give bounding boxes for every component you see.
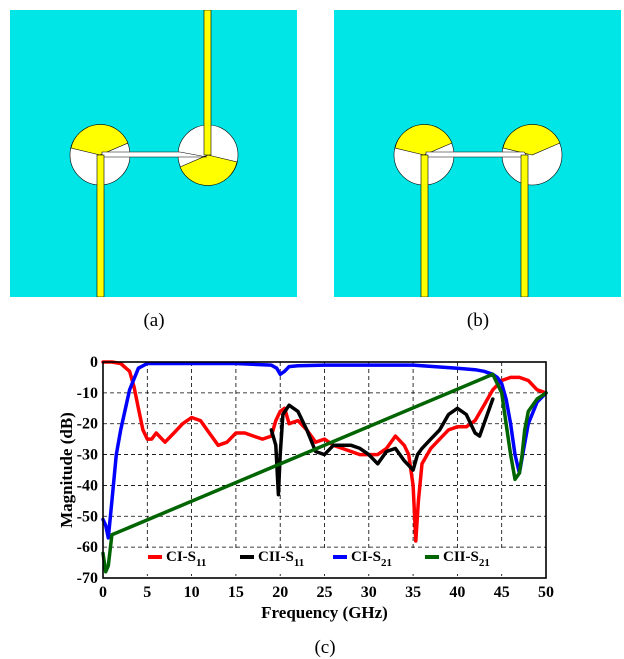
x-tick-label: 50: [538, 584, 554, 601]
caption-c: (c): [314, 637, 336, 658]
x-tick-label: 25: [317, 584, 333, 601]
series-line-3: [101, 372, 548, 574]
y-tick-label: -30: [77, 447, 98, 464]
radial-stub-left-a: [70, 124, 129, 156]
feed-line-top-a: [203, 10, 212, 156]
y-tick-label: -60: [77, 539, 98, 556]
y-axis-label: Magnitude (dB): [57, 412, 76, 528]
x-tick-label: 10: [184, 584, 200, 601]
x-tick-label: 30: [361, 584, 377, 601]
x-tick-label: 5: [143, 584, 151, 601]
y-tick-label: -40: [77, 477, 98, 494]
radial-stub-right-a: [179, 154, 238, 186]
feed-line-left-b: [420, 154, 429, 297]
x-tick-label: 35: [405, 584, 421, 601]
plot-frame: [102, 361, 547, 579]
caption-a: (a): [143, 310, 165, 331]
radial-stub-left-b: [394, 124, 453, 156]
x-tick-label: 15: [228, 584, 244, 601]
x-tick-label: 20: [272, 584, 288, 601]
series-line-1: [269, 397, 495, 497]
x-tick-label: 0: [99, 584, 107, 601]
series-line-2: [101, 361, 548, 540]
feed-line-bottom-a: [96, 154, 105, 297]
y-tick-label: -20: [77, 416, 98, 433]
caption-b: (b): [466, 310, 490, 331]
y-tick-label: -50: [77, 508, 98, 525]
legend-box: [143, 548, 503, 574]
antenna-panel-b: [334, 10, 621, 297]
x-tick-label: 40: [449, 584, 465, 601]
series-line-0: [101, 360, 548, 543]
y-tick-label: -10: [77, 385, 98, 402]
y-tick-label: -70: [77, 570, 98, 587]
x-axis-label: Frequency (GHz): [261, 603, 388, 622]
legend-label: CII-S21: [443, 549, 490, 569]
radial-stub-right-b: [502, 124, 561, 156]
x-tick-label: 45: [494, 584, 510, 601]
y-tick-label: 0: [90, 354, 98, 371]
legend-label: CII-S11: [258, 549, 304, 569]
antenna-panel-a: [10, 10, 297, 297]
feed-line-right-b: [520, 154, 529, 297]
